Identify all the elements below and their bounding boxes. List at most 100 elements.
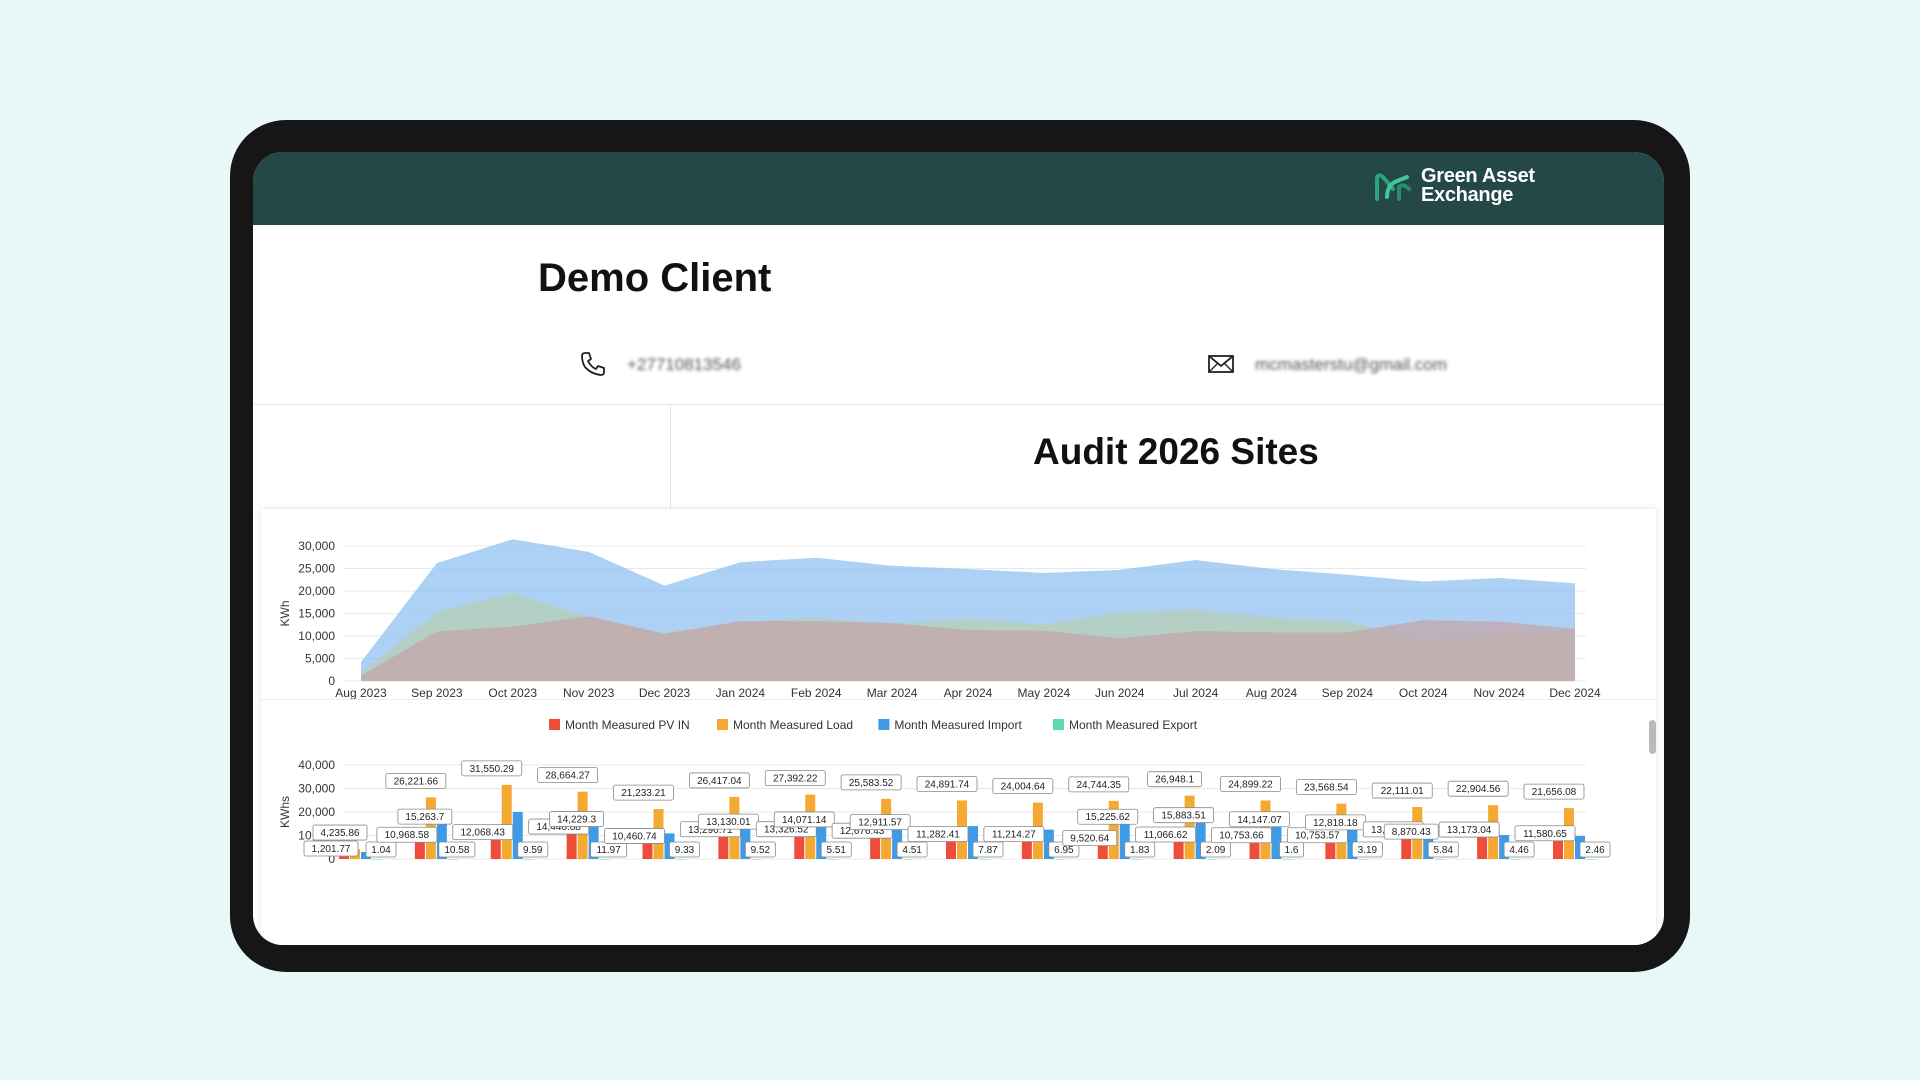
brand-logo[interactable]: Green Asset Exchange <box>1373 164 1553 214</box>
data-label-box <box>517 841 549 858</box>
data-label-box <box>1579 841 1611 858</box>
bar <box>675 858 686 860</box>
bar <box>1195 821 1206 859</box>
legend-item[interactable]: Month Measured PV IN <box>549 718 690 732</box>
data-label: 21,656.08 <box>1532 787 1577 798</box>
legend-item[interactable]: Month Measured Import <box>878 718 1022 732</box>
legend-item[interactable]: Month Measured Load <box>717 718 853 732</box>
data-label: 4,235.86 <box>321 828 360 839</box>
x-tick-label: Sep 2023 <box>411 686 463 700</box>
legend-label: Month Measured Load <box>733 718 853 732</box>
data-label-box <box>1383 823 1439 840</box>
data-label-box <box>1147 771 1203 788</box>
legend-item[interactable]: Month Measured Export <box>1053 718 1198 732</box>
bar <box>718 827 729 859</box>
data-label: 11,580.65 <box>1523 829 1567 840</box>
data-label-box <box>385 772 447 789</box>
bar <box>1249 833 1260 859</box>
bar <box>339 856 349 859</box>
data-label-box <box>461 760 523 777</box>
bar <box>1358 858 1369 860</box>
data-label: 13,173.04 <box>1447 825 1492 836</box>
bar <box>979 858 989 860</box>
data-label-box <box>438 841 476 858</box>
data-label: 15,263.7 <box>405 812 444 823</box>
data-label: 15,225.62 <box>1086 812 1131 823</box>
area-series-2 <box>361 616 1575 681</box>
data-label-box <box>849 814 911 831</box>
legend-label: Month Measured PV IN <box>565 718 690 732</box>
data-label: 10,753.66 <box>1219 831 1264 842</box>
x-tick-label: Jan 2024 <box>716 686 766 700</box>
bar <box>1097 836 1108 859</box>
data-label-box <box>376 826 438 843</box>
data-label: 24,004.64 <box>1001 782 1046 793</box>
bar <box>1282 858 1293 860</box>
bar <box>1271 825 1282 859</box>
data-label: 3.19 <box>1358 845 1378 856</box>
bar <box>490 830 501 859</box>
brand-name: Green Asset Exchange <box>1421 165 1535 205</box>
data-label: 24,891.74 <box>925 780 970 791</box>
data-label-box <box>916 776 978 792</box>
data-label: 5.84 <box>1434 845 1454 856</box>
bar <box>1586 858 1596 860</box>
data-label-box <box>1447 780 1509 797</box>
email-address: mcmasterstu@gmail.com <box>1255 355 1448 374</box>
bar <box>1173 832 1184 859</box>
data-label-box <box>907 826 969 842</box>
data-label-box <box>896 841 928 858</box>
data-label-box <box>744 841 776 858</box>
bar <box>1477 828 1488 859</box>
data-label: 9.59 <box>523 845 543 856</box>
bar <box>794 827 805 859</box>
y-tick-label: 0 <box>328 852 335 866</box>
data-label-box <box>1351 841 1383 858</box>
data-label-box <box>1211 827 1272 844</box>
data-label: 12,818.18 <box>1313 818 1358 829</box>
y-tick-label: 15,000 <box>298 607 335 621</box>
data-label-box <box>1523 783 1585 800</box>
bar-chart: Month Measured PV IN Month Measured Load M… <box>278 718 1611 866</box>
data-label-box <box>1062 830 1118 847</box>
data-label-box <box>688 772 750 789</box>
section-divider <box>253 404 1664 405</box>
bar <box>1119 823 1130 859</box>
data-label: 12,068.43 <box>461 828 506 839</box>
bar <box>1021 832 1032 859</box>
bar <box>447 858 458 860</box>
data-label-box <box>992 778 1054 794</box>
bar <box>1434 858 1445 860</box>
y-axis-label: KWh <box>278 600 292 626</box>
data-label: 24,744.35 <box>1077 780 1122 791</box>
bar <box>1206 858 1217 860</box>
data-label: 9,520.64 <box>1070 834 1109 845</box>
data-label: 13,296.71 <box>688 825 733 836</box>
bar <box>599 858 610 860</box>
vertical-scrollbar[interactable] <box>1649 720 1656 754</box>
data-label-box <box>1438 821 1500 838</box>
data-label: 14,147.07 <box>1237 815 1282 826</box>
bar <box>1108 800 1119 859</box>
y-tick-label: 10,000 <box>298 629 335 643</box>
y-tick-label: 0 <box>328 674 335 688</box>
data-label-box <box>1427 841 1459 858</box>
x-tick-label: Aug 2023 <box>335 686 387 700</box>
bar <box>1510 858 1521 860</box>
data-label: 27,392.22 <box>773 774 818 785</box>
bar <box>1054 858 1065 860</box>
x-tick-label: Jun 2024 <box>1095 686 1145 700</box>
bar <box>523 858 534 860</box>
brand-name-line1: Green Asset <box>1421 165 1535 187</box>
data-label: 11,214.27 <box>992 830 1036 841</box>
data-label-box <box>452 824 514 841</box>
data-label: 2.09 <box>1206 845 1226 856</box>
data-label: 1.04 <box>371 845 391 856</box>
phone-number: +27710813546 <box>627 355 741 374</box>
y-tick-label: 20,000 <box>298 584 335 598</box>
bar <box>1130 858 1141 860</box>
x-tick-label: Sep 2024 <box>1322 686 1374 700</box>
bar <box>372 858 382 860</box>
x-tick-label: Jul 2024 <box>1173 686 1219 700</box>
data-label-box <box>1514 825 1576 842</box>
